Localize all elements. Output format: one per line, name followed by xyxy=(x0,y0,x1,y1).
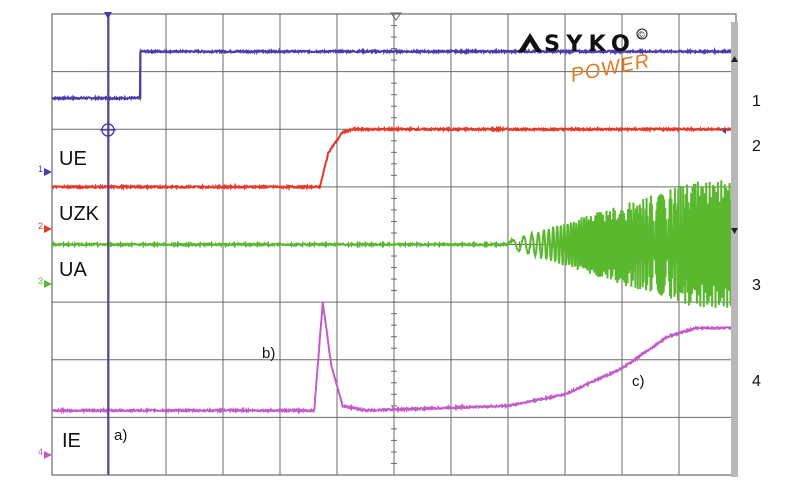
ground-markers: 1 2 3 4 xyxy=(38,164,52,459)
channel-number-4: 4 xyxy=(752,373,761,390)
trace-ue xyxy=(51,47,737,102)
channel-number-1: 1 xyxy=(752,93,761,110)
markers xyxy=(100,12,402,475)
ground-marker-3[interactable]: 3 xyxy=(38,276,43,286)
scroll-down-icon[interactable] xyxy=(731,228,738,234)
trace-uzk xyxy=(51,125,737,192)
trace-ua xyxy=(51,180,737,308)
channel-label-ua: UA xyxy=(59,259,87,281)
scrollbar[interactable] xyxy=(731,22,738,477)
ch2-offscreen-icon xyxy=(722,128,726,134)
channel-label-ie: IE xyxy=(62,430,81,452)
logo-mark: © xyxy=(638,30,645,40)
ground-arrow-4-icon xyxy=(44,451,52,459)
channel-number-2: 2 xyxy=(752,138,761,155)
trace-ie xyxy=(51,302,737,415)
annotation-b: b) xyxy=(262,345,275,362)
ground-marker-1[interactable]: 1 xyxy=(38,164,43,174)
channel-number-3: 3 xyxy=(752,277,761,294)
scroll-up-icon[interactable] xyxy=(731,56,738,62)
ground-marker-2[interactable]: 2 xyxy=(38,221,43,231)
logo-brand-text: SYKO xyxy=(544,32,636,57)
channel-label-ue: UE xyxy=(59,148,87,170)
annotation-c: c) xyxy=(632,373,645,390)
ground-arrow-1-icon xyxy=(44,168,52,176)
ground-marker-4[interactable]: 4 xyxy=(38,447,43,457)
ground-arrow-2-icon xyxy=(44,225,52,233)
channel-label-uzk: UZK xyxy=(59,203,100,225)
annotation-a: a) xyxy=(114,427,127,444)
ground-arrow-3-icon xyxy=(44,280,52,288)
traces xyxy=(51,47,737,415)
center-marker xyxy=(390,12,402,21)
brand-logo: SYKO © POWER xyxy=(518,28,652,87)
logo-triangle-icon xyxy=(518,33,542,52)
